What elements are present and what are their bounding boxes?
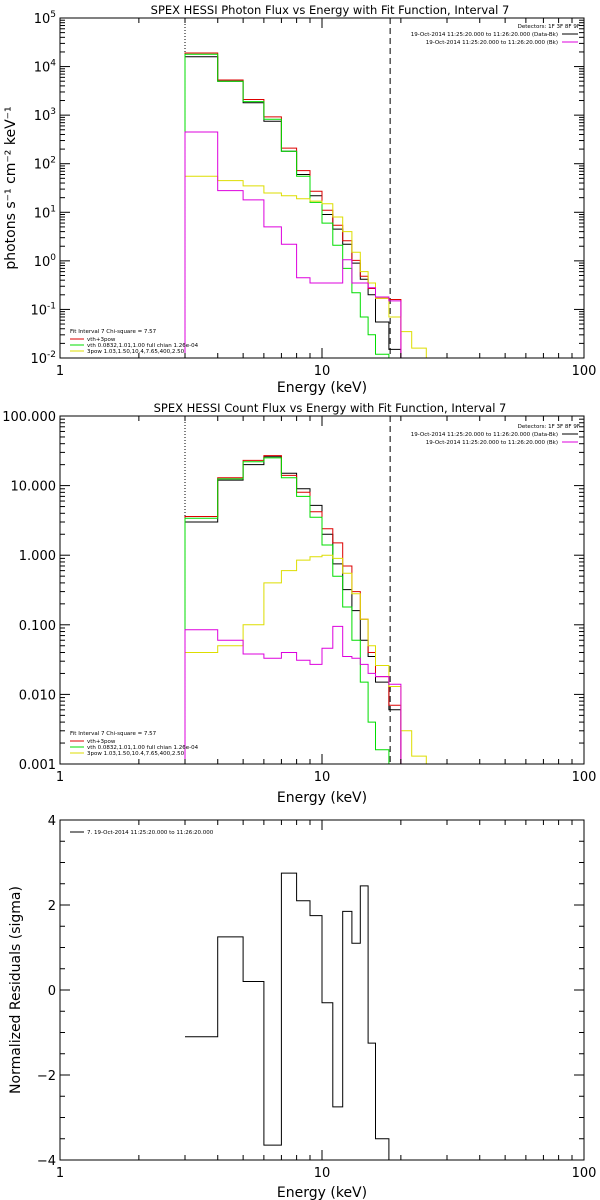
photon-flux-header-line-1: 19-Oct-2014 11:25:20.000 to 11:26:20.000… — [426, 40, 558, 46]
residuals-ticks: 1 10 100 −4 −2 0 2 4 — [37, 814, 597, 1181]
residuals-y-tick-label: 4 — [48, 814, 56, 829]
photon-flux-legend-item-2: 3pow 1.03,1.50,10.4,7.65,400,2.50 — [87, 349, 185, 355]
photon-flux-header: Detectors: 1F 3F 8F 9F 19-Oct-2014 11:25… — [411, 24, 580, 46]
count-flux-y-tick-label: 1.000 — [19, 549, 56, 564]
photon-flux-title: SPEX HESSI Photon Flux vs Energy with Fi… — [151, 3, 510, 17]
photon-flux-header-line-0: 19-Oct-2014 11:25:20.000 to 11:26:20.000… — [411, 32, 558, 38]
count-flux-fit-limits — [184, 416, 391, 764]
count-flux-header-line-1: 19-Oct-2014 11:25:20.000 to 11:26:20.000… — [426, 440, 558, 446]
residuals-x-tick-label: 100 — [572, 1166, 597, 1181]
count-flux-x-tick-label: 100 — [572, 770, 597, 785]
photon-flux-y-tick-label: 102 — [34, 156, 56, 173]
residuals-x-tick-label: 1 — [56, 1166, 64, 1181]
photon-flux-detectors: Detectors: 1F 3F 8F 9F — [518, 24, 580, 30]
photon-flux-series-vth — [184, 53, 401, 359]
count-flux-y-tick-label: 10.000 — [11, 480, 57, 495]
photon-flux-ylabel: photons s⁻¹ cm⁻² keV⁻¹ — [3, 106, 19, 269]
photon-flux-fit-limits — [184, 18, 391, 358]
residuals-y-tick-label: 2 — [48, 899, 56, 914]
count-flux-detectors: Detectors: 1F 3F 8F 9F — [518, 424, 580, 430]
count-flux-series-data-bk — [184, 456, 402, 764]
count-flux-title: SPEX HESSI Count Flux vs Energy with Fit… — [154, 401, 507, 415]
photon-flux-series — [184, 52, 427, 359]
photon-flux-axes-frame — [59, 17, 585, 359]
photon-flux-series-data-bk — [184, 56, 402, 358]
photon-flux-xlabel: Energy (keV) — [277, 380, 367, 396]
photon-flux-y-tick-label: 105 — [34, 10, 56, 27]
count-flux-x-tick-label: 1 — [56, 770, 64, 785]
count-flux-y-tick-label: 0.010 — [19, 688, 56, 703]
count-flux-series-vth — [184, 457, 401, 765]
residuals-series-residual — [185, 872, 390, 1160]
photon-flux-legend: Fit Interval 7 Chi-square = 7.57 vth+3po… — [70, 329, 199, 355]
photon-flux-y-tick-label: 103 — [34, 107, 56, 124]
count-flux-series-bk — [184, 625, 402, 764]
residuals-ylabel: Normalized Residuals (sigma) — [8, 886, 24, 1094]
photon-flux-series-vth-3pow — [184, 52, 402, 358]
residuals-y-tick-label: 0 — [48, 984, 56, 999]
photon-flux-y-tick-label: 100 — [34, 253, 57, 270]
count-flux-series-3pow — [184, 554, 427, 764]
count-flux-series-vth-3pow — [184, 455, 402, 764]
photon-flux-legend-item-0: vth+3pow — [87, 337, 116, 343]
count-flux-legend-item-0: vth+3pow — [87, 739, 116, 745]
photon-flux-legend-item-1: vth 0.0832,1.01,1.00 full chian 1.26e-04 — [87, 343, 199, 349]
count-flux-legend: Fit Interval 7 Chi-square = 7.57 vth+3po… — [70, 731, 199, 757]
residuals-y-tick-label: −2 — [37, 1069, 56, 1084]
photon-flux-y-tick-label: 10-1 — [30, 301, 56, 318]
residuals-y-tick-label: −4 — [37, 1154, 56, 1169]
count-flux-ticks: 1 10 100 0.001 0.010 0.100 1.000 10.000 100.000 — [2, 410, 596, 785]
photon-flux-x-tick-label: 1 — [56, 364, 64, 379]
count-flux-header-line-0: 19-Oct-2014 11:25:20.000 to 11:26:20.000… — [411, 432, 558, 438]
residuals-legend: 7. 19-Oct-2014 11:25:20.000 to 11:26:20.… — [70, 830, 214, 836]
photon-flux-legend-title: Fit Interval 7 Chi-square = 7.57 — [70, 329, 157, 335]
residuals-xlabel: Energy (keV) — [277, 1185, 367, 1200]
photon-flux-y-tick-label: 104 — [34, 59, 57, 76]
count-flux-y-tick-label: 0.001 — [19, 758, 56, 773]
count-flux-x-tick-label: 10 — [314, 770, 331, 785]
residuals-panel: 1 10 100 −4 −2 0 2 4 Energy (keV) Normalized Re… — [8, 814, 596, 1200]
photon-flux-y-tick-label: 101 — [34, 204, 56, 221]
count-flux-y-tick-label: 100.000 — [2, 410, 56, 425]
count-flux-legend-item-1: vth 0.0832,1.01,1.00 full chian 1.26e-04 — [87, 745, 199, 751]
residuals-x-tick-label: 10 — [314, 1166, 331, 1181]
photon-flux-y-tick-label: 10-2 — [30, 350, 56, 367]
count-flux-panel: SPEX HESSI Count Flux vs Energy with Fit… — [2, 401, 596, 806]
photon-flux-ticks: 1 10 100 10-2 10-1 100 101 102 103 104 105 — [30, 10, 596, 379]
residuals-legend-item-0: 7. 19-Oct-2014 11:25:20.000 to 11:26:20.… — [87, 830, 214, 836]
count-flux-y-tick-label: 0.100 — [19, 619, 56, 634]
photon-flux-series-3pow — [184, 175, 427, 358]
photon-flux-x-tick-label: 10 — [314, 364, 331, 379]
count-flux-xlabel: Energy (keV) — [277, 790, 367, 806]
count-flux-legend-item-2: 3pow 1.03,1.50,10.4,7.65,400,2.50 — [87, 751, 185, 757]
count-flux-header: Detectors: 1F 3F 8F 9F 19-Oct-2014 11:25… — [411, 424, 580, 446]
residuals-series — [185, 872, 390, 1160]
photon-flux-series-bk — [184, 131, 402, 358]
count-flux-axes-frame — [59, 415, 585, 765]
photon-flux-x-tick-label: 100 — [572, 364, 597, 379]
count-flux-series — [184, 455, 427, 765]
count-flux-legend-title: Fit Interval 7 Chi-square = 7.57 — [70, 731, 157, 737]
photon-flux-panel: SPEX HESSI Photon Flux vs Energy with Fi… — [3, 3, 596, 396]
